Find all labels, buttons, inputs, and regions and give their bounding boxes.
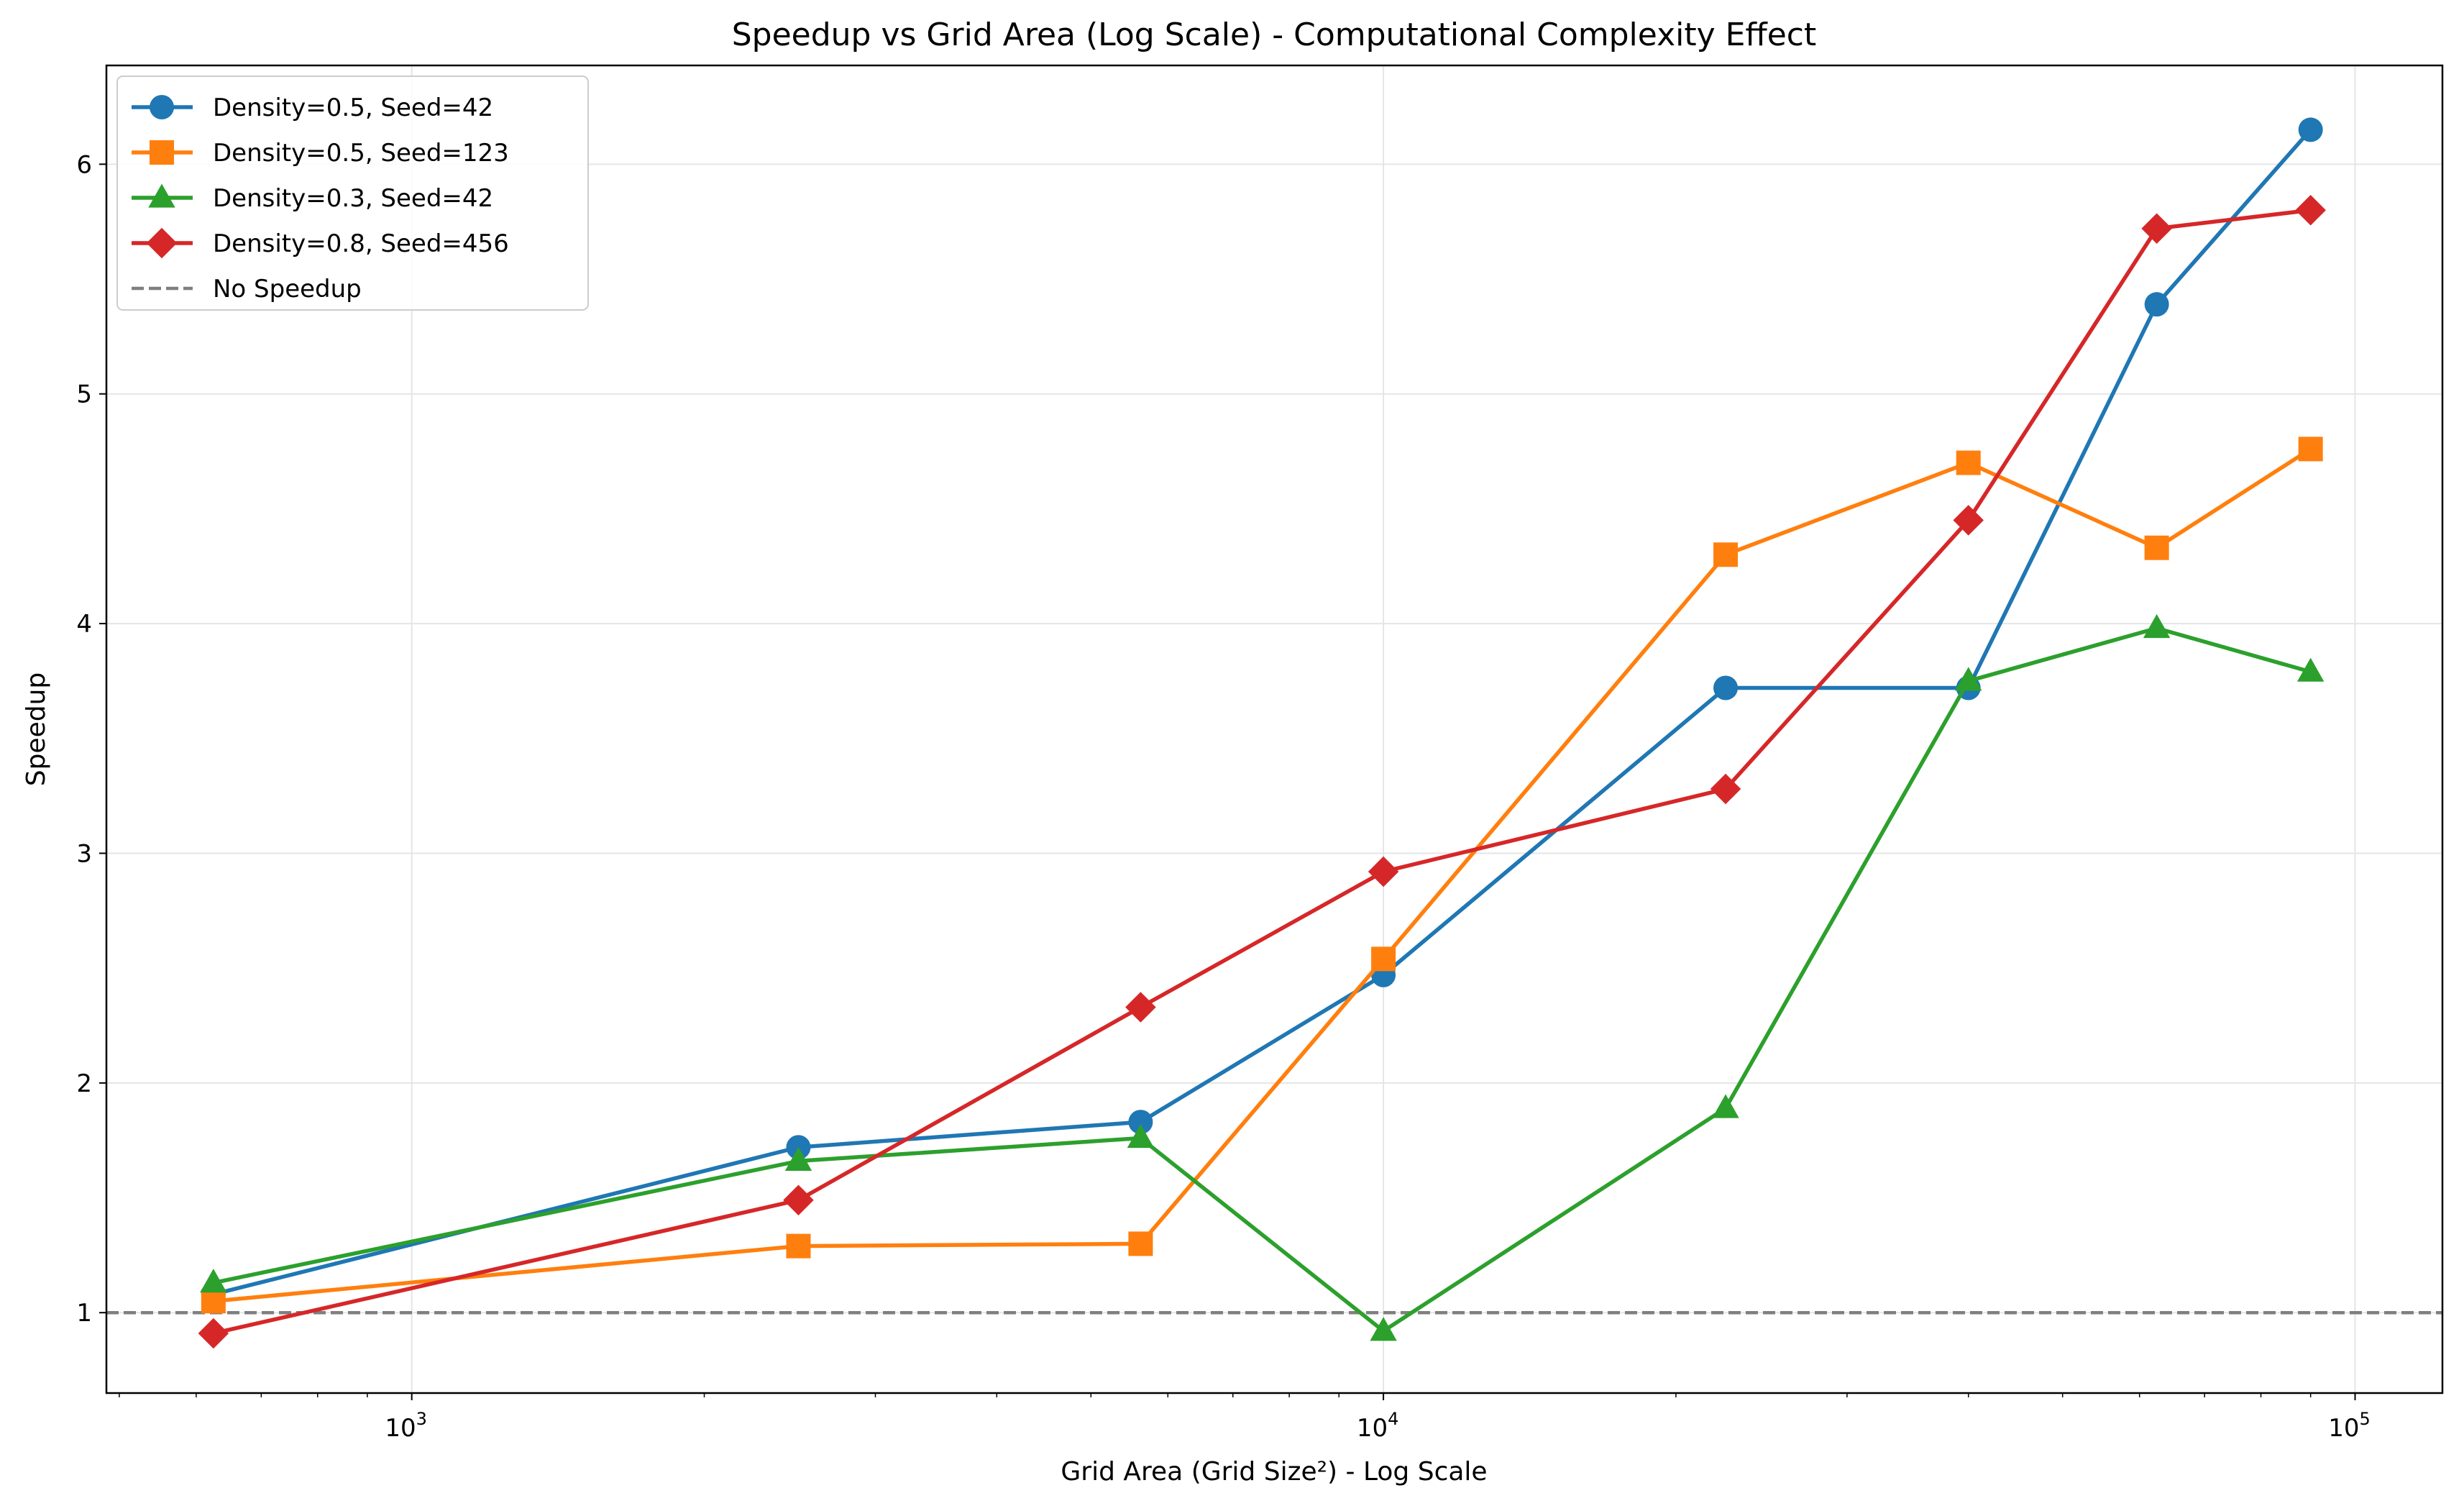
data-point (2144, 535, 2169, 560)
legend-label: No Speedup (213, 275, 362, 303)
legend-marker (150, 140, 174, 165)
x-axis-label: Grid Area (Grid Size²) - Log Scale (1061, 1457, 1487, 1487)
series-1 (201, 437, 2323, 1314)
data-point (2296, 657, 2325, 682)
legend-label: Density=0.3, Seed=42 (213, 184, 493, 213)
series-2 (200, 613, 2325, 1341)
data-point (1127, 1123, 1155, 1149)
legend-marker (150, 95, 174, 119)
data-point (1125, 992, 1156, 1023)
data-point (1128, 1110, 1153, 1135)
legend-label: Density=0.5, Seed=123 (213, 139, 509, 168)
data-point (786, 1233, 811, 1259)
y-tick-label: 5 (76, 380, 92, 409)
legend-label: Density=0.8, Seed=456 (213, 229, 509, 258)
data-point (1713, 542, 1739, 567)
data-point (201, 1289, 226, 1314)
data-point (784, 1146, 812, 1172)
series-line (213, 626, 2312, 1333)
y-tick-label: 2 (76, 1069, 92, 1098)
legend: Density=0.5, Seed=42 Density=0.5, Seed=12… (116, 76, 589, 311)
data-point (2295, 194, 2326, 226)
data-point (2144, 292, 2169, 317)
x-tick-label: 104 (1357, 1409, 1399, 1443)
legend-label: Density=0.5, Seed=42 (213, 93, 493, 122)
legend-entry: Density=0.3, Seed=42 (132, 183, 493, 213)
data-point (1955, 667, 1982, 691)
data-point (1368, 856, 1399, 887)
y-tick-label: 4 (76, 610, 92, 639)
data-point (2141, 213, 2172, 245)
legend-box (116, 76, 589, 311)
x-tick-label: 105 (2328, 1409, 2371, 1443)
data-point (1953, 505, 1984, 536)
series-line (213, 447, 2312, 1303)
data-point (1712, 1094, 1739, 1118)
chart-title: Speedup vs Grid Area (Log Scale) - Compu… (732, 17, 1817, 53)
data-point (1128, 1231, 1153, 1256)
plot-area-frame (105, 64, 2444, 1394)
legend-entry: No Speedup (132, 275, 362, 303)
data-point (1371, 946, 1396, 972)
series-line (213, 208, 2311, 1336)
data-point (198, 1318, 229, 1349)
y-tick-label: 3 (76, 839, 92, 868)
series-3 (198, 194, 2326, 1349)
legend-marker (146, 227, 178, 259)
y-axis-label: Speedup (22, 672, 51, 787)
data-point (200, 1269, 227, 1293)
x-tick-label: 103 (385, 1409, 427, 1443)
y-tick-label: 6 (76, 150, 92, 179)
legend-entry: Density=0.8, Seed=456 (132, 227, 509, 259)
data-point (1956, 450, 1981, 475)
data-point (783, 1184, 814, 1215)
data-point (1713, 675, 1739, 700)
data-point (1370, 1317, 1397, 1341)
y-tick-label: 1 (76, 1299, 92, 1328)
data-point (2298, 437, 2323, 462)
legend-entry: Density=0.5, Seed=123 (132, 139, 509, 168)
legend-entry: Density=0.5, Seed=42 (132, 93, 493, 122)
legend-marker (148, 183, 175, 208)
data-point (2298, 117, 2323, 142)
data-point (1710, 773, 1741, 805)
data-point (2143, 613, 2171, 639)
